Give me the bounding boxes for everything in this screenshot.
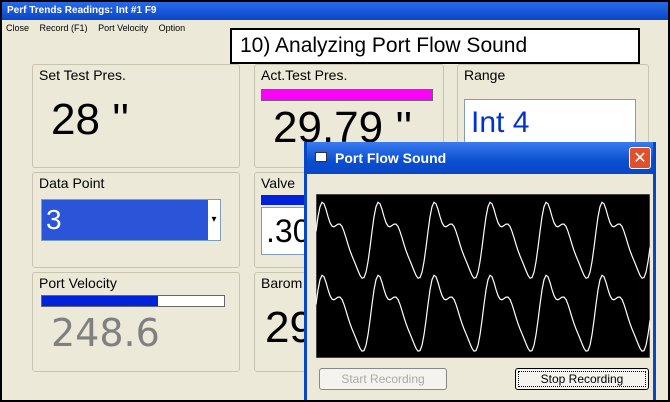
stop-button[interactable]: Stop Recording bbox=[515, 368, 649, 390]
window-title: Perf Trends Readings: Int #1 F9 bbox=[2, 2, 668, 20]
panel: Port Velocity 248.6 bbox=[32, 272, 240, 372]
velocity-bar bbox=[42, 296, 158, 306]
pressure-bar bbox=[261, 89, 433, 101]
waveform bbox=[316, 194, 650, 358]
close-button[interactable]: ✕ bbox=[629, 147, 651, 169]
panel-value: 28 '' bbox=[51, 95, 129, 144]
dialog-title: Port Flow Sound bbox=[307, 142, 653, 174]
menu-item[interactable]: Port Velocity bbox=[98, 23, 149, 33]
menu-item[interactable]: Option bbox=[158, 23, 186, 33]
panel-label: Barom bbox=[261, 275, 303, 291]
dropdown-arrow: ▾ bbox=[211, 214, 217, 225]
panel-label: Port Velocity bbox=[39, 275, 117, 291]
start-button[interactable]: Start Recording bbox=[319, 368, 447, 390]
menu-item[interactable]: Close bbox=[6, 23, 30, 33]
panel-label: Valve bbox=[261, 175, 295, 191]
velocity-bar-track bbox=[41, 295, 225, 307]
dialog: Port Flow Sound ✕ Start Recording Stop R… bbox=[304, 142, 656, 400]
callout: 10) Analyzing Port Flow Sound bbox=[230, 28, 640, 64]
dialog-icon bbox=[315, 152, 327, 162]
panel-label: Act.Test Pres. bbox=[261, 67, 348, 83]
waveform-line bbox=[316, 201, 650, 352]
panel-value: 248.6 bbox=[51, 311, 160, 355]
menu-item[interactable]: Record (F1) bbox=[39, 23, 88, 33]
panel-label: Set Test Pres. bbox=[39, 67, 126, 83]
waveform-bg bbox=[316, 194, 650, 358]
menu-bar: Close Record (F1) Port Velocity Option bbox=[2, 20, 668, 36]
panel: Data Point 3 ▾ bbox=[32, 172, 240, 268]
panel-label: Data Point bbox=[39, 175, 105, 191]
dropdown-value: 3 bbox=[42, 200, 208, 240]
panel-label: Range bbox=[464, 67, 506, 83]
panel: Set Test Pres. 28 '' bbox=[32, 64, 240, 168]
dropdown[interactable]: 3 ▾ bbox=[41, 199, 221, 241]
dropdown-value: Int 4 bbox=[471, 106, 530, 139]
